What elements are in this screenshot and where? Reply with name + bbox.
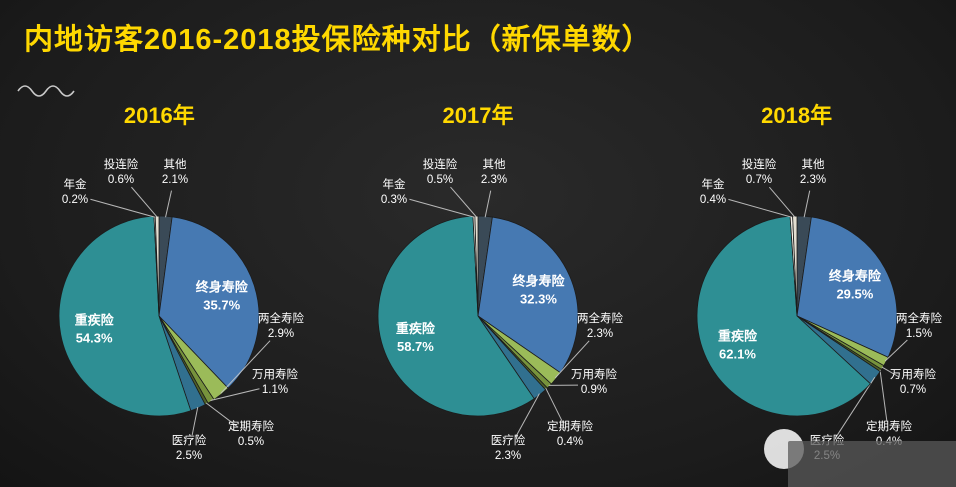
slice-percent: 62.1% (719, 347, 756, 362)
pie-chart-2016: 2016年 其他 2.1% 终身寿险 35.7% 两全寿险 2.9% 万用寿险 1.1% 定期寿… (1, 96, 317, 470)
slice-percent: 0.7% (900, 384, 926, 396)
leader-line (545, 387, 564, 423)
slice-percent: 35.7% (204, 297, 241, 312)
charts-row: 2016年 其他 2.1% 终身寿险 35.7% 两全寿险 2.9% 万用寿险 1.1% 定期寿… (0, 96, 956, 470)
slice-percent: 1.1% (262, 384, 288, 396)
pie-svg-2018: 其他2.3%终身寿险29.5%两全寿险1.5%万用寿险0.7%定期寿险0.4%医… (696, 157, 942, 462)
slice-percent: 0.4% (557, 436, 583, 448)
slice-percent: 2.3% (495, 450, 521, 462)
slice-label: 万用寿险 (890, 367, 936, 381)
pie-slice (474, 215, 479, 317)
slice-label: 两全寿险 (258, 311, 304, 325)
slice-label: 投连险 (104, 157, 139, 171)
leader-line (727, 198, 792, 218)
pie-slice (791, 215, 798, 317)
leader-line (881, 366, 900, 378)
leader-line (834, 376, 875, 438)
leader-line (450, 186, 477, 218)
leader-line (131, 186, 158, 218)
slice-label: 终身寿险 (196, 279, 249, 294)
slice-label: 定期寿险 (547, 419, 593, 433)
leader-line (803, 190, 810, 218)
slice-percent: 2.3% (587, 328, 613, 340)
slice-label: 重疾险 (75, 312, 115, 327)
slice-percent: 2.3% (800, 174, 826, 186)
slice-percent: 32.3% (520, 292, 557, 307)
slice-label: 万用寿险 (252, 367, 298, 381)
slice-percent: 2.3% (481, 174, 507, 186)
pie-slice (58, 215, 192, 417)
slice-percent: 0.2% (62, 194, 88, 206)
slice-label: 终身寿险 (512, 274, 565, 289)
leader-line (165, 190, 173, 218)
slice-percent: 0.9% (581, 384, 607, 396)
leader-line (768, 186, 795, 218)
slice-percent: 29.5% (836, 286, 873, 301)
slice-label: 年金 (701, 177, 724, 191)
leader-line (220, 340, 271, 394)
leader-line (409, 198, 475, 218)
chart-title-2016: 2016年 (123, 103, 195, 128)
slice-percent: 0.5% (238, 436, 264, 448)
squiggle-decoration (17, 85, 75, 97)
slice-percent: 1.5% (906, 328, 932, 340)
slice-label: 定期寿险 (228, 419, 274, 433)
chart-title-2018: 2018年 (761, 103, 833, 128)
leader-line (884, 339, 908, 362)
slice-label: 重疾险 (396, 321, 436, 336)
slice-label: 两全寿险 (577, 311, 623, 325)
leader-line (206, 402, 239, 428)
pie-slice (796, 216, 898, 358)
leader-line (515, 393, 540, 438)
slice-label: 其他 (164, 158, 187, 171)
slice-label: 其他 (482, 158, 505, 171)
leader-line (210, 388, 260, 402)
slice-label: 定期寿险 (866, 419, 912, 433)
leader-line (879, 369, 888, 422)
watermark-patch (788, 441, 956, 487)
slice-percent: 0.7% (746, 174, 772, 186)
leader-line (90, 198, 156, 218)
slice-label: 两全寿险 (896, 311, 942, 325)
slice-percent: 2.1% (162, 174, 188, 186)
slice-label: 重疾险 (718, 329, 758, 344)
slice-percent: 2.5% (176, 450, 202, 462)
slice-percent: 2.9% (268, 328, 294, 340)
pie-slice (377, 215, 535, 417)
chart-title-2017: 2017年 (442, 103, 514, 128)
slice-percent: 0.5% (427, 174, 453, 186)
slice-percent: 58.7% (397, 339, 434, 354)
page-title: 内地访客2016-2018投保险种对比（新保单数） (24, 24, 652, 56)
slice-label: 投连险 (741, 157, 776, 171)
pie-chart-2017: 2017年 其他 2.3% 终身寿险 32.3% 两全寿险 2.3% 万用寿险 0.9% 定期寿… (320, 96, 636, 470)
slice-label: 年金 (382, 177, 405, 191)
pie-slice (696, 215, 871, 417)
slice-label: 万用寿险 (571, 367, 617, 381)
slice-label: 终身寿险 (829, 268, 882, 283)
leader-line (554, 340, 590, 379)
slice-label: 医疗险 (172, 433, 207, 447)
slice-percent: 0.3% (381, 194, 407, 206)
pie-svg-2017: 其他 2.3% 终身寿险 32.3% 两全寿险 2.3% 万用寿险 0.9% 定期寿险 0.4% 医… (377, 157, 623, 462)
slice-label: 年金 (64, 177, 87, 191)
pie-svg-2016: 其他 2.1% 终身寿险 35.7% 两全寿险 2.9% 万用寿险 1.1% 定期寿险 0.5% 医… (58, 157, 305, 462)
slice-percent: 0.6% (108, 174, 134, 186)
slice-percent: 0.4% (700, 194, 726, 206)
leader-line (191, 406, 199, 436)
slice-label: 医疗险 (491, 433, 526, 447)
pie-slice (477, 216, 579, 374)
slice-label: 其他 (801, 158, 824, 171)
pie-chart-2018: 2018年 其他 2.3% 终身寿险 29.5% 两全寿险 1.5% 万用寿险 0.7% 定期寿… (639, 96, 955, 470)
leader-line (484, 190, 492, 218)
slice-label: 投连险 (423, 157, 458, 171)
pie-slice (155, 215, 160, 317)
slice-percent: 54.3% (76, 330, 113, 345)
